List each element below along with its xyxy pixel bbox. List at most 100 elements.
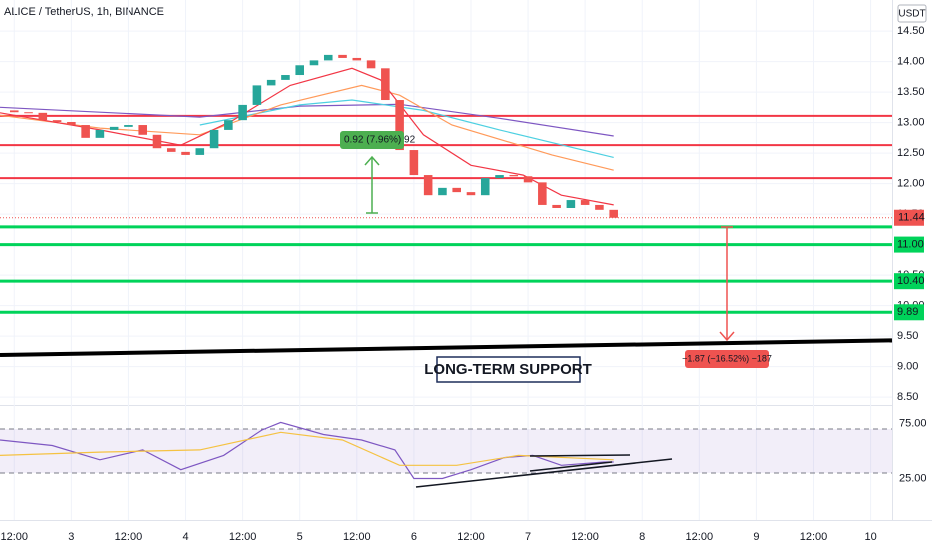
candle: [552, 204, 561, 208]
candle: [252, 85, 262, 105]
x-tick-label: 10: [864, 531, 876, 543]
trendline: [529, 454, 631, 457]
x-tick-label: 12:00: [229, 531, 257, 543]
rsi-tick-label: 25.00: [899, 472, 927, 484]
x-tick-label: 12:00: [800, 531, 828, 543]
x-tick-label: 12:00: [115, 531, 143, 543]
candle: [281, 75, 290, 80]
y-tick-label: 9.00: [897, 360, 918, 372]
price-badge: [894, 209, 924, 226]
x-tick-label: 12:00: [457, 531, 485, 543]
candle: [509, 175, 519, 177]
candle: [409, 150, 419, 176]
y-tick-label: 13.00: [897, 117, 925, 129]
x-tick-label: 4: [182, 531, 188, 543]
price-badge-label: 9.89: [897, 306, 918, 318]
candle: [595, 204, 604, 210]
rsi-trendlines: [415, 454, 673, 488]
x-tick-label: 12:00: [686, 531, 714, 543]
y-tick-label: 8.50: [897, 391, 918, 403]
candle: [309, 60, 319, 66]
candle: [181, 151, 190, 155]
chart-title: ALICE / TetherUS, 1h, BINANCE: [4, 6, 164, 18]
candle: [538, 182, 547, 205]
price-badge: [894, 304, 924, 321]
candle: [9, 110, 19, 113]
x-tick-label: 7: [525, 531, 531, 543]
y-tick-label: 13.50: [897, 86, 925, 98]
x-tick-label: 12:00: [571, 531, 599, 543]
price-badge: [894, 273, 924, 290]
y-tick-label: 14.50: [897, 25, 925, 37]
candle: [395, 100, 404, 151]
price-badge-label: 11.00: [897, 238, 924, 250]
candle: [266, 79, 276, 86]
candle: [95, 129, 105, 138]
x-tick-label: 12:00: [1, 531, 29, 543]
candle: [67, 121, 76, 126]
candle: [238, 104, 247, 121]
x-tick-label: 3: [68, 531, 74, 543]
support-label: LONG-TERM SUPPORT: [424, 361, 592, 378]
axis-divider: [0, 520, 932, 521]
candle: [295, 65, 304, 76]
candle: [52, 120, 62, 122]
rsi-tick-label: 75.00: [899, 417, 927, 429]
measure-down-head: [719, 331, 735, 342]
candle: [438, 187, 447, 196]
measure-down-label: −1.87 (−16.52%) −187: [682, 353, 772, 363]
measure-up-box: [340, 131, 404, 149]
moving-average: [199, 99, 614, 158]
currency-box[interactable]: [897, 4, 927, 23]
x-tick-label: 5: [297, 531, 303, 543]
x-tick-label: 6: [411, 531, 417, 543]
moving-average: [0, 84, 614, 171]
x-tick-label: 9: [753, 531, 759, 543]
price-badge-label: 11.44: [898, 212, 925, 224]
candle: [224, 120, 233, 130]
candle: [81, 125, 90, 138]
y-tick-label: 12.00: [897, 177, 925, 189]
candle: [480, 178, 490, 196]
moving-average: [0, 103, 614, 137]
rsi-line: [0, 431, 614, 466]
y-tick-label: 14.00: [897, 56, 925, 68]
candle: [109, 126, 119, 130]
y-tick-label: 12.50: [897, 147, 925, 159]
candle: [124, 125, 133, 127]
candle: [152, 134, 162, 149]
axis-divider: [892, 0, 893, 520]
support-label-box: [436, 356, 581, 383]
measure-up-label: 0.92 (7.96%) 92: [344, 135, 416, 146]
x-tick-label: 12:00: [343, 531, 371, 543]
candle: [580, 200, 590, 205]
pane-divider: [0, 405, 892, 406]
candle: [338, 54, 347, 58]
candle: [24, 112, 33, 114]
candle: [323, 54, 333, 61]
trendline: [529, 461, 613, 472]
currency: USDT: [898, 9, 925, 20]
candle: [609, 209, 618, 218]
candle: [466, 192, 476, 196]
candle: [195, 148, 205, 155]
candle: [452, 187, 461, 193]
y-tick-label: 9.50: [897, 330, 918, 342]
candle: [523, 176, 533, 183]
candle: [209, 129, 219, 149]
trendline: [415, 458, 673, 488]
candle: [366, 60, 376, 69]
candle: [166, 148, 176, 152]
candle: [138, 125, 148, 135]
measure-up-head: [364, 155, 380, 166]
candle: [381, 68, 390, 101]
candle: [566, 200, 576, 208]
x-tick-label: 8: [639, 531, 645, 543]
long-term-support: [0, 338, 893, 357]
candle: [495, 175, 504, 179]
candle: [423, 175, 433, 196]
candle: [38, 112, 48, 121]
candle: [352, 57, 362, 61]
measure-down-box: [685, 350, 769, 368]
